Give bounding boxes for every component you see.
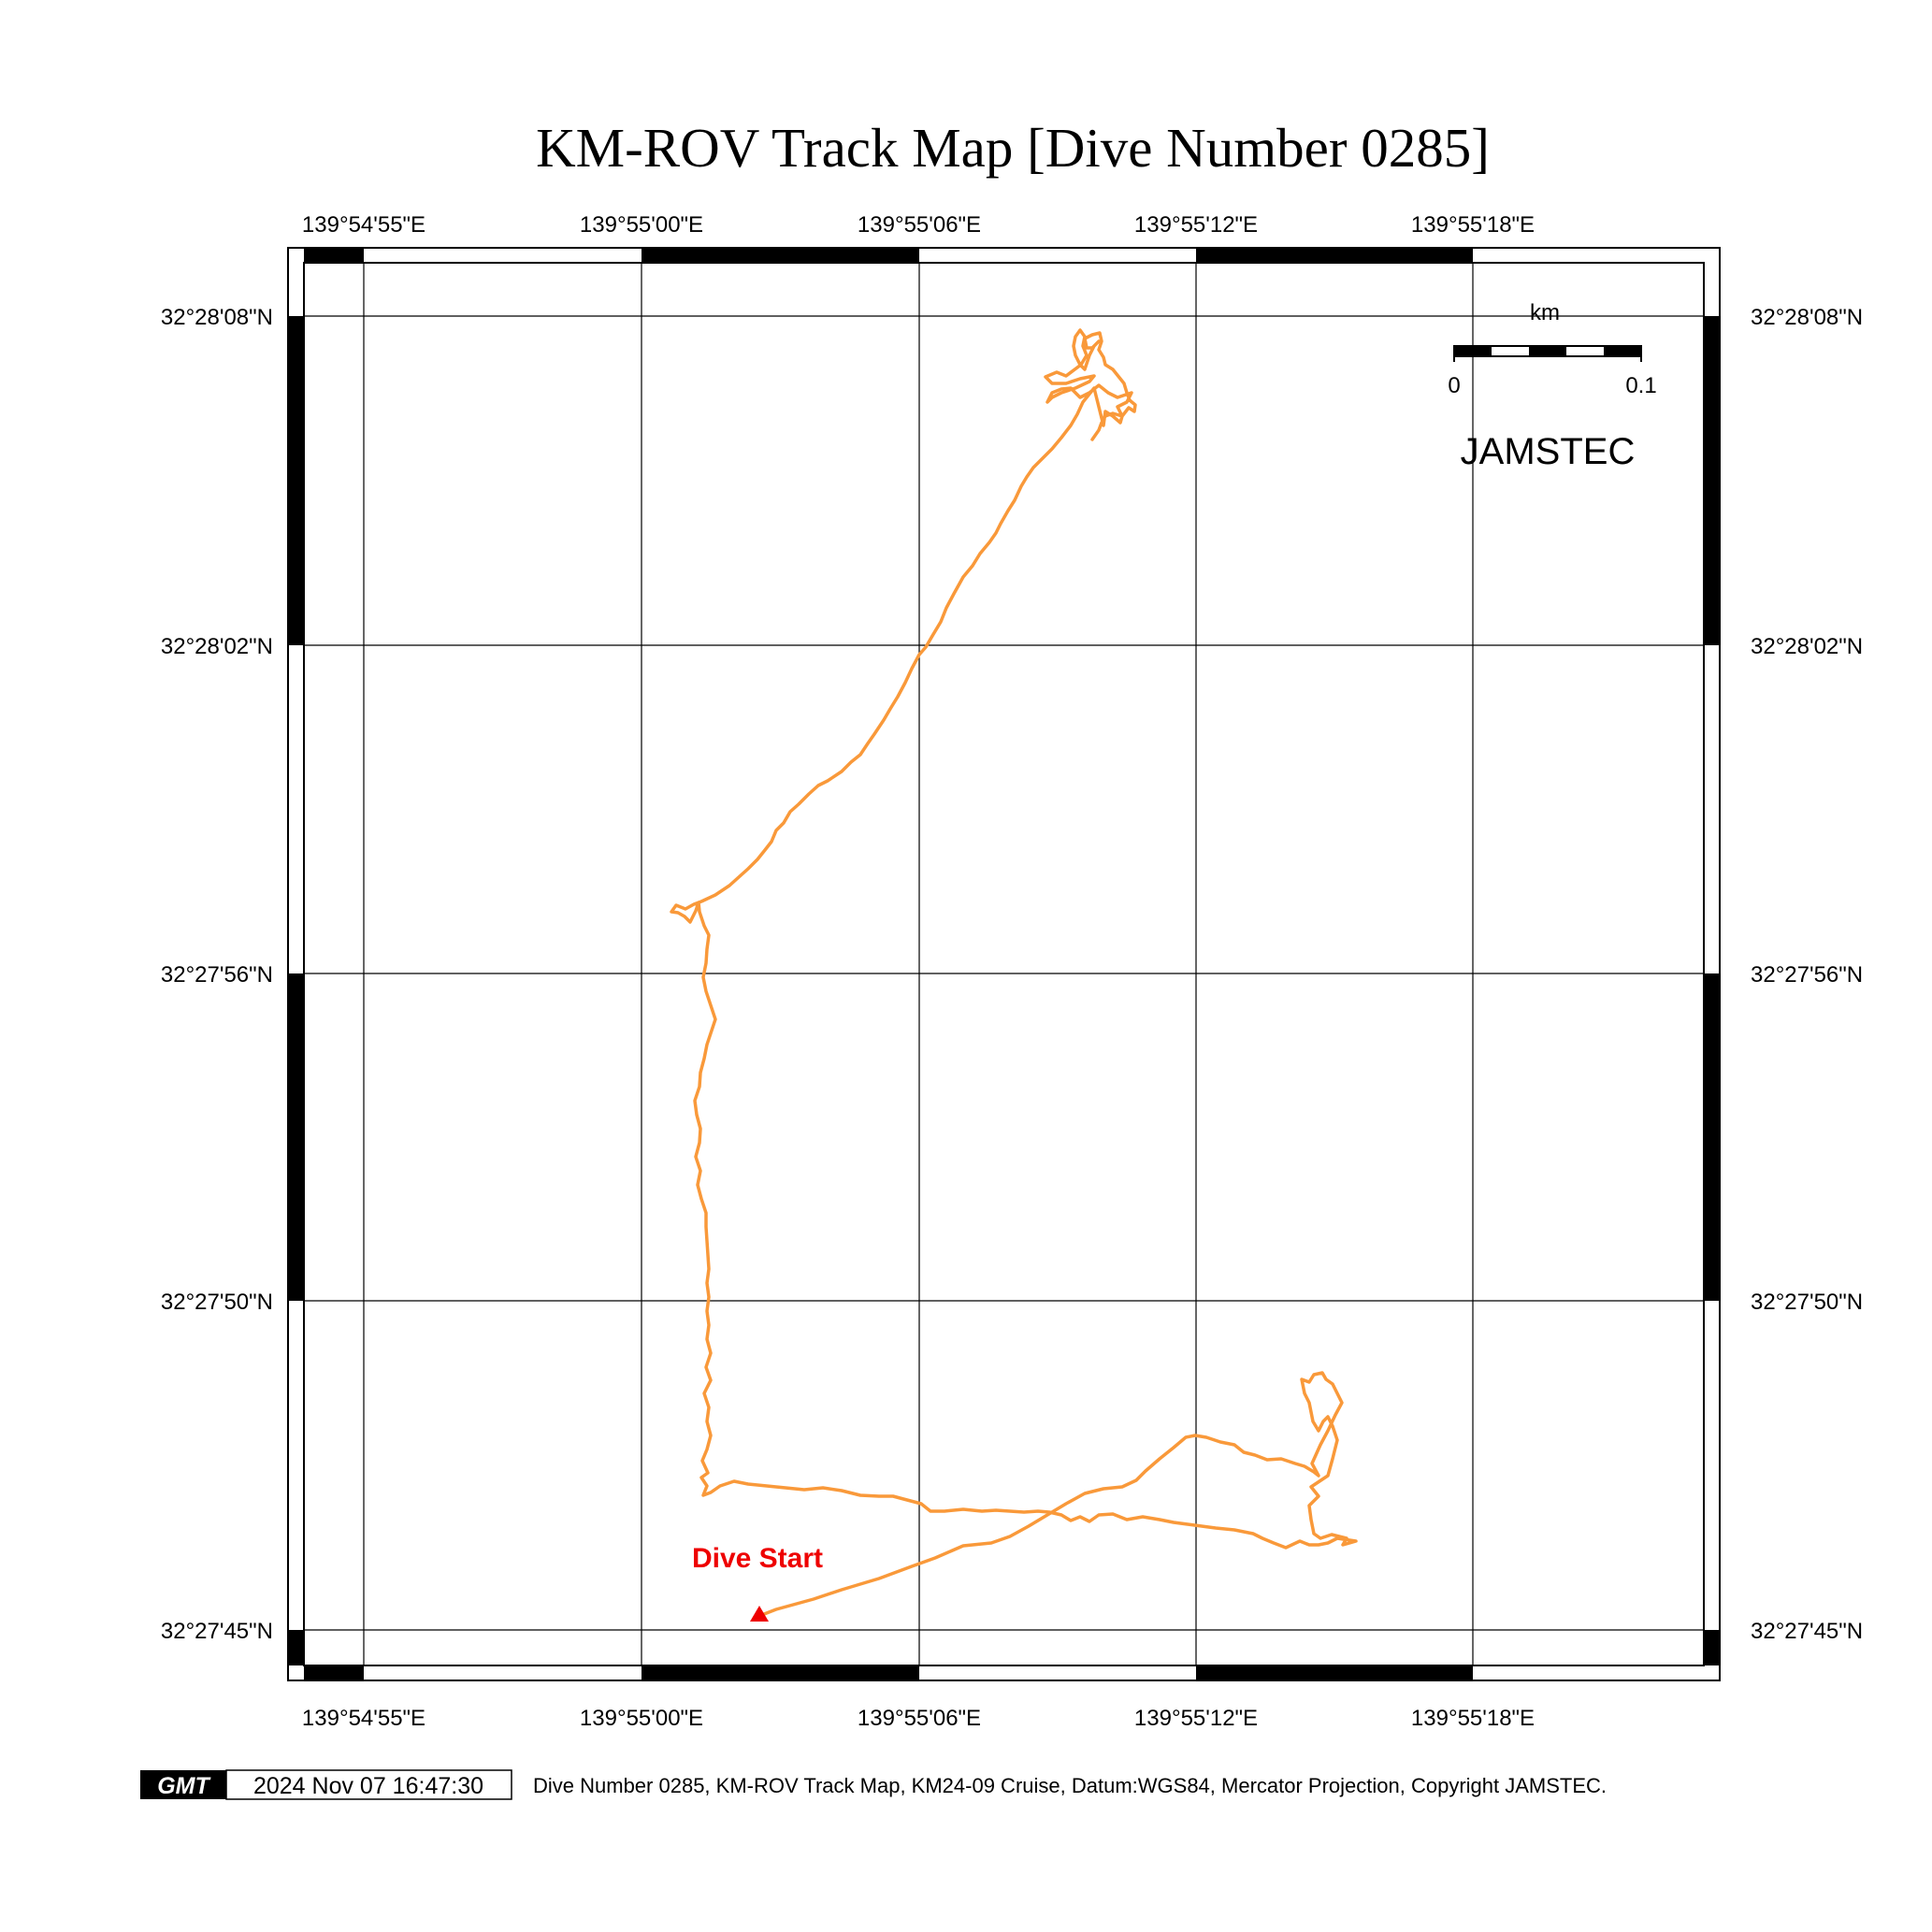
map-title: KM-ROV Track Map [Dive Number 0285] bbox=[536, 117, 1490, 179]
lat-label: 32°28'02"N bbox=[1751, 634, 1863, 659]
lon-label: 139°55'12"E bbox=[1134, 212, 1258, 238]
longitude-labels-bottom: 139°54'55"E 139°55'00"E 139°55'06"E 139°… bbox=[302, 1706, 1535, 1731]
footer: GMT 2024 Nov 07 16:47:30 Dive Number 028… bbox=[140, 1769, 1607, 1800]
lat-label: 32°27'56"N bbox=[1751, 962, 1863, 988]
scale-end: 0.1 bbox=[1625, 373, 1656, 398]
lon-label: 139°55'00"E bbox=[580, 212, 703, 238]
lat-label: 32°27'45"N bbox=[1751, 1619, 1863, 1644]
scale-bar: km 0 0.1 bbox=[1448, 300, 1656, 398]
lat-label: 32°27'45"N bbox=[161, 1619, 273, 1644]
gmt-logo-text: GMT bbox=[157, 1773, 211, 1799]
lon-label: 139°54'55"E bbox=[302, 1706, 425, 1731]
start-triangle-icon bbox=[750, 1606, 769, 1622]
lat-label: 32°28'02"N bbox=[161, 634, 273, 659]
lat-label: 32°27'50"N bbox=[1751, 1290, 1863, 1315]
scale-start: 0 bbox=[1448, 373, 1460, 398]
lon-label: 139°55'06"E bbox=[858, 1706, 981, 1731]
dive-start-marker: Dive Start bbox=[692, 1543, 823, 1622]
gmt-logo bbox=[140, 1770, 226, 1799]
latitude-labels-right: 32°28'08"N 32°28'02"N 32°27'56"N 32°27'5… bbox=[1751, 305, 1863, 1644]
graticule bbox=[304, 263, 1704, 1665]
lat-label: 32°27'56"N bbox=[161, 962, 273, 988]
lon-label: 139°55'12"E bbox=[1134, 1706, 1258, 1731]
lat-label: 32°28'08"N bbox=[161, 305, 273, 330]
dive-start-label: Dive Start bbox=[692, 1543, 823, 1574]
timestamp-box bbox=[225, 1769, 512, 1800]
latitude-labels-left: 32°28'08"N 32°28'02"N 32°27'56"N 32°27'5… bbox=[161, 305, 273, 1644]
organization-label: JAMSTEC bbox=[1461, 431, 1636, 472]
map-frame bbox=[287, 247, 1721, 1681]
longitude-labels-top: 139°54'55"E 139°55'00"E 139°55'06"E 139°… bbox=[302, 212, 1535, 238]
map-caption: Dive Number 0285, KM-ROV Track Map, KM24… bbox=[533, 1774, 1607, 1797]
track-line bbox=[670, 328, 1358, 1618]
lon-label: 139°55'06"E bbox=[858, 212, 981, 238]
lon-label: 139°55'18"E bbox=[1411, 1706, 1535, 1731]
lat-label: 32°27'50"N bbox=[161, 1290, 273, 1315]
lon-label: 139°54'55"E bbox=[302, 212, 425, 238]
lon-label: 139°55'00"E bbox=[580, 1706, 703, 1731]
timestamp: 2024 Nov 07 16:47:30 bbox=[253, 1773, 483, 1799]
rov-track bbox=[670, 328, 1358, 1618]
lat-label: 32°28'08"N bbox=[1751, 305, 1863, 330]
lon-label: 139°55'18"E bbox=[1411, 212, 1535, 238]
scale-unit: km bbox=[1530, 300, 1560, 325]
